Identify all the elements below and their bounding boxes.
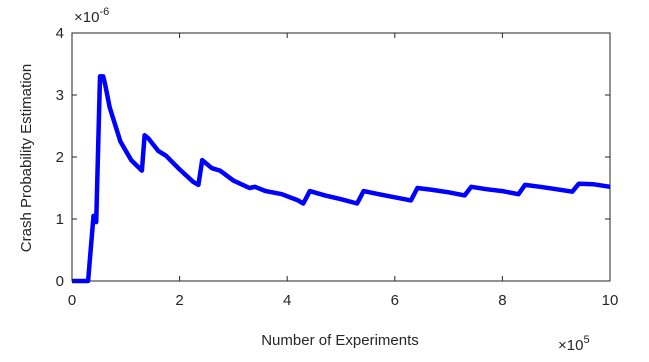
- y-tick-label: 1: [56, 211, 64, 228]
- y-axis-label: Crash Probability Estimation: [18, 64, 35, 252]
- x-multiplier-exp: 5: [583, 334, 589, 346]
- x-tick-label: 6: [391, 292, 399, 309]
- y-multiplier: ×10-6: [74, 6, 109, 26]
- x-multiplier-base: ×10: [558, 337, 583, 354]
- y-tick-label: 0: [56, 273, 64, 290]
- x-tick-label: 2: [175, 292, 183, 309]
- y-multiplier-exp: -6: [99, 6, 109, 18]
- y-tick-label: 3: [56, 87, 64, 104]
- y-tick-label: 2: [56, 149, 64, 166]
- axes-box: [71, 32, 611, 282]
- x-tick-label: 8: [498, 292, 506, 309]
- x-axis-label: Number of Experiments: [261, 332, 419, 349]
- x-tick-label: 4: [283, 292, 291, 309]
- x-tick-label: 0: [68, 292, 76, 309]
- x-tick-label: 10: [602, 292, 619, 309]
- plot-area: [71, 32, 611, 284]
- y-multiplier-base: ×10: [74, 9, 99, 26]
- ticks-layer: 0 2 4 6 8 10 0 1 2 3 4: [56, 25, 619, 309]
- x-multiplier: ×105: [558, 334, 590, 354]
- series-line-0: [72, 74, 611, 284]
- y-tick-label: 4: [56, 25, 64, 42]
